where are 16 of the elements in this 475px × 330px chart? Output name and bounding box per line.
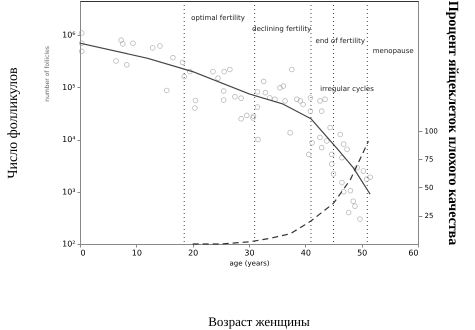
x-tick-label: 10 bbox=[132, 248, 142, 258]
y-tick-label: 10⁵ bbox=[62, 82, 76, 92]
y-axis-title: Число фолликулов bbox=[6, 67, 22, 179]
x-tick-label: 30 bbox=[244, 248, 255, 258]
y-tick-label: 10² bbox=[62, 240, 76, 248]
text: Возраст женщины bbox=[208, 314, 310, 329]
x-tick-label: 60 bbox=[408, 248, 418, 258]
x-tick-label: 40 bbox=[300, 248, 311, 258]
y2-axis-title: Процент яйцеклеток плохого качества bbox=[444, 0, 460, 246]
y-tick-label: 10⁶ bbox=[62, 30, 76, 40]
y-tick-label: 10⁴ bbox=[62, 135, 76, 144]
x-tick-label: 50 bbox=[357, 248, 368, 258]
x-tick-label: 0 bbox=[80, 248, 86, 258]
y-tick-label: 10³ bbox=[62, 187, 76, 196]
x-tick-label: 20 bbox=[188, 248, 198, 258]
line-series bbox=[192, 140, 370, 245]
